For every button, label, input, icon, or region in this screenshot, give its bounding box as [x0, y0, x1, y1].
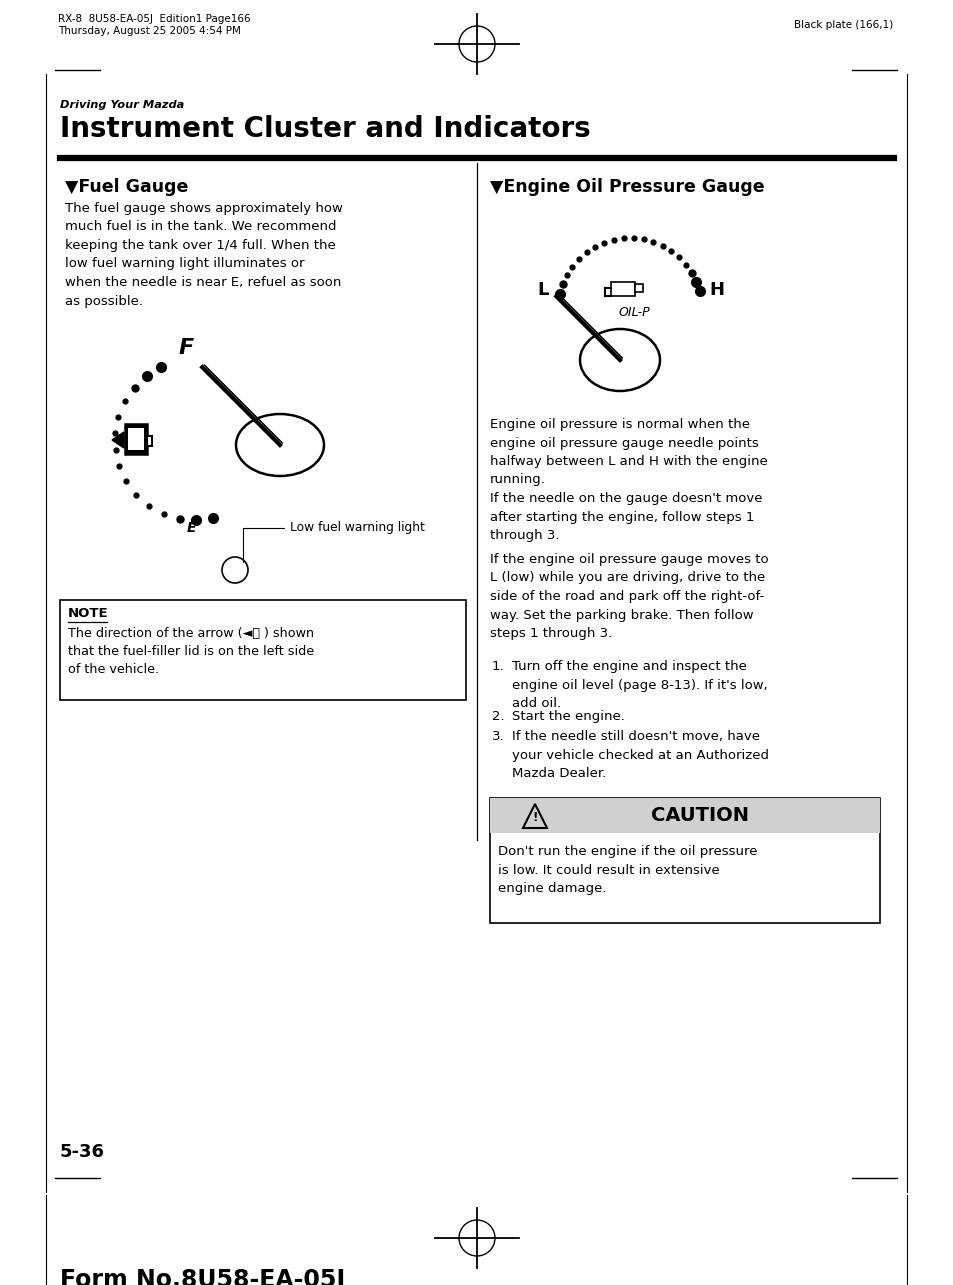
Text: E: E — [187, 520, 196, 535]
FancyBboxPatch shape — [490, 798, 879, 923]
Polygon shape — [112, 432, 124, 448]
Text: If the needle still doesn't move, have
your vehicle checked at an Authorized
Maz: If the needle still doesn't move, have y… — [512, 730, 768, 780]
Text: RX-8  8U58-EA-05J  Edition1 Page166: RX-8 8U58-EA-05J Edition1 Page166 — [58, 14, 251, 24]
Text: F: F — [178, 338, 193, 359]
Text: If the engine oil pressure gauge moves to
L (low) while you are driving, drive t: If the engine oil pressure gauge moves t… — [490, 553, 768, 640]
Text: Black plate (166,1): Black plate (166,1) — [793, 21, 892, 30]
Text: Driving Your Mazda: Driving Your Mazda — [60, 100, 184, 111]
FancyBboxPatch shape — [125, 424, 147, 454]
Text: The direction of the arrow (◄⛽ ) shown
that the fuel-filler lid is on the left s: The direction of the arrow (◄⛽ ) shown t… — [68, 627, 314, 676]
FancyBboxPatch shape — [60, 600, 465, 700]
Text: NOTE: NOTE — [68, 607, 109, 619]
Text: Thursday, August 25 2005 4:54 PM: Thursday, August 25 2005 4:54 PM — [58, 26, 240, 36]
FancyBboxPatch shape — [128, 428, 144, 450]
FancyBboxPatch shape — [147, 436, 152, 446]
Text: 3.: 3. — [492, 730, 504, 743]
Text: !: ! — [532, 811, 537, 824]
Text: Start the engine.: Start the engine. — [512, 711, 624, 723]
Text: Instrument Cluster and Indicators: Instrument Cluster and Indicators — [60, 114, 590, 143]
FancyBboxPatch shape — [490, 798, 879, 833]
Text: L: L — [537, 281, 548, 299]
Text: 2.: 2. — [492, 711, 504, 723]
FancyBboxPatch shape — [610, 281, 635, 296]
Text: Don't run the engine if the oil pressure
is low. It could result in extensive
en: Don't run the engine if the oil pressure… — [497, 846, 757, 894]
Text: Low fuel warning light: Low fuel warning light — [243, 522, 424, 563]
Text: ▼Fuel Gauge: ▼Fuel Gauge — [65, 179, 188, 197]
Text: ▼Engine Oil Pressure Gauge: ▼Engine Oil Pressure Gauge — [490, 179, 763, 197]
Text: OIL-P: OIL-P — [618, 306, 649, 319]
Text: 5-36: 5-36 — [60, 1142, 105, 1162]
Text: If the needle on the gauge doesn't move
after starting the engine, follow steps : If the needle on the gauge doesn't move … — [490, 492, 761, 542]
Text: Turn off the engine and inspect the
engine oil level (page 8-13). If it's low,
a: Turn off the engine and inspect the engi… — [512, 660, 767, 711]
Text: The fuel gauge shows approximately how
much fuel is in the tank. We recommend
ke: The fuel gauge shows approximately how m… — [65, 202, 342, 307]
Text: H: H — [709, 281, 723, 299]
Text: CAUTION: CAUTION — [650, 806, 748, 825]
FancyBboxPatch shape — [635, 284, 642, 292]
Text: Form No.8U58-EA-05J: Form No.8U58-EA-05J — [60, 1268, 345, 1285]
Text: 1.: 1. — [492, 660, 504, 673]
Text: Engine oil pressure is normal when the
engine oil pressure gauge needle points
h: Engine oil pressure is normal when the e… — [490, 418, 767, 487]
